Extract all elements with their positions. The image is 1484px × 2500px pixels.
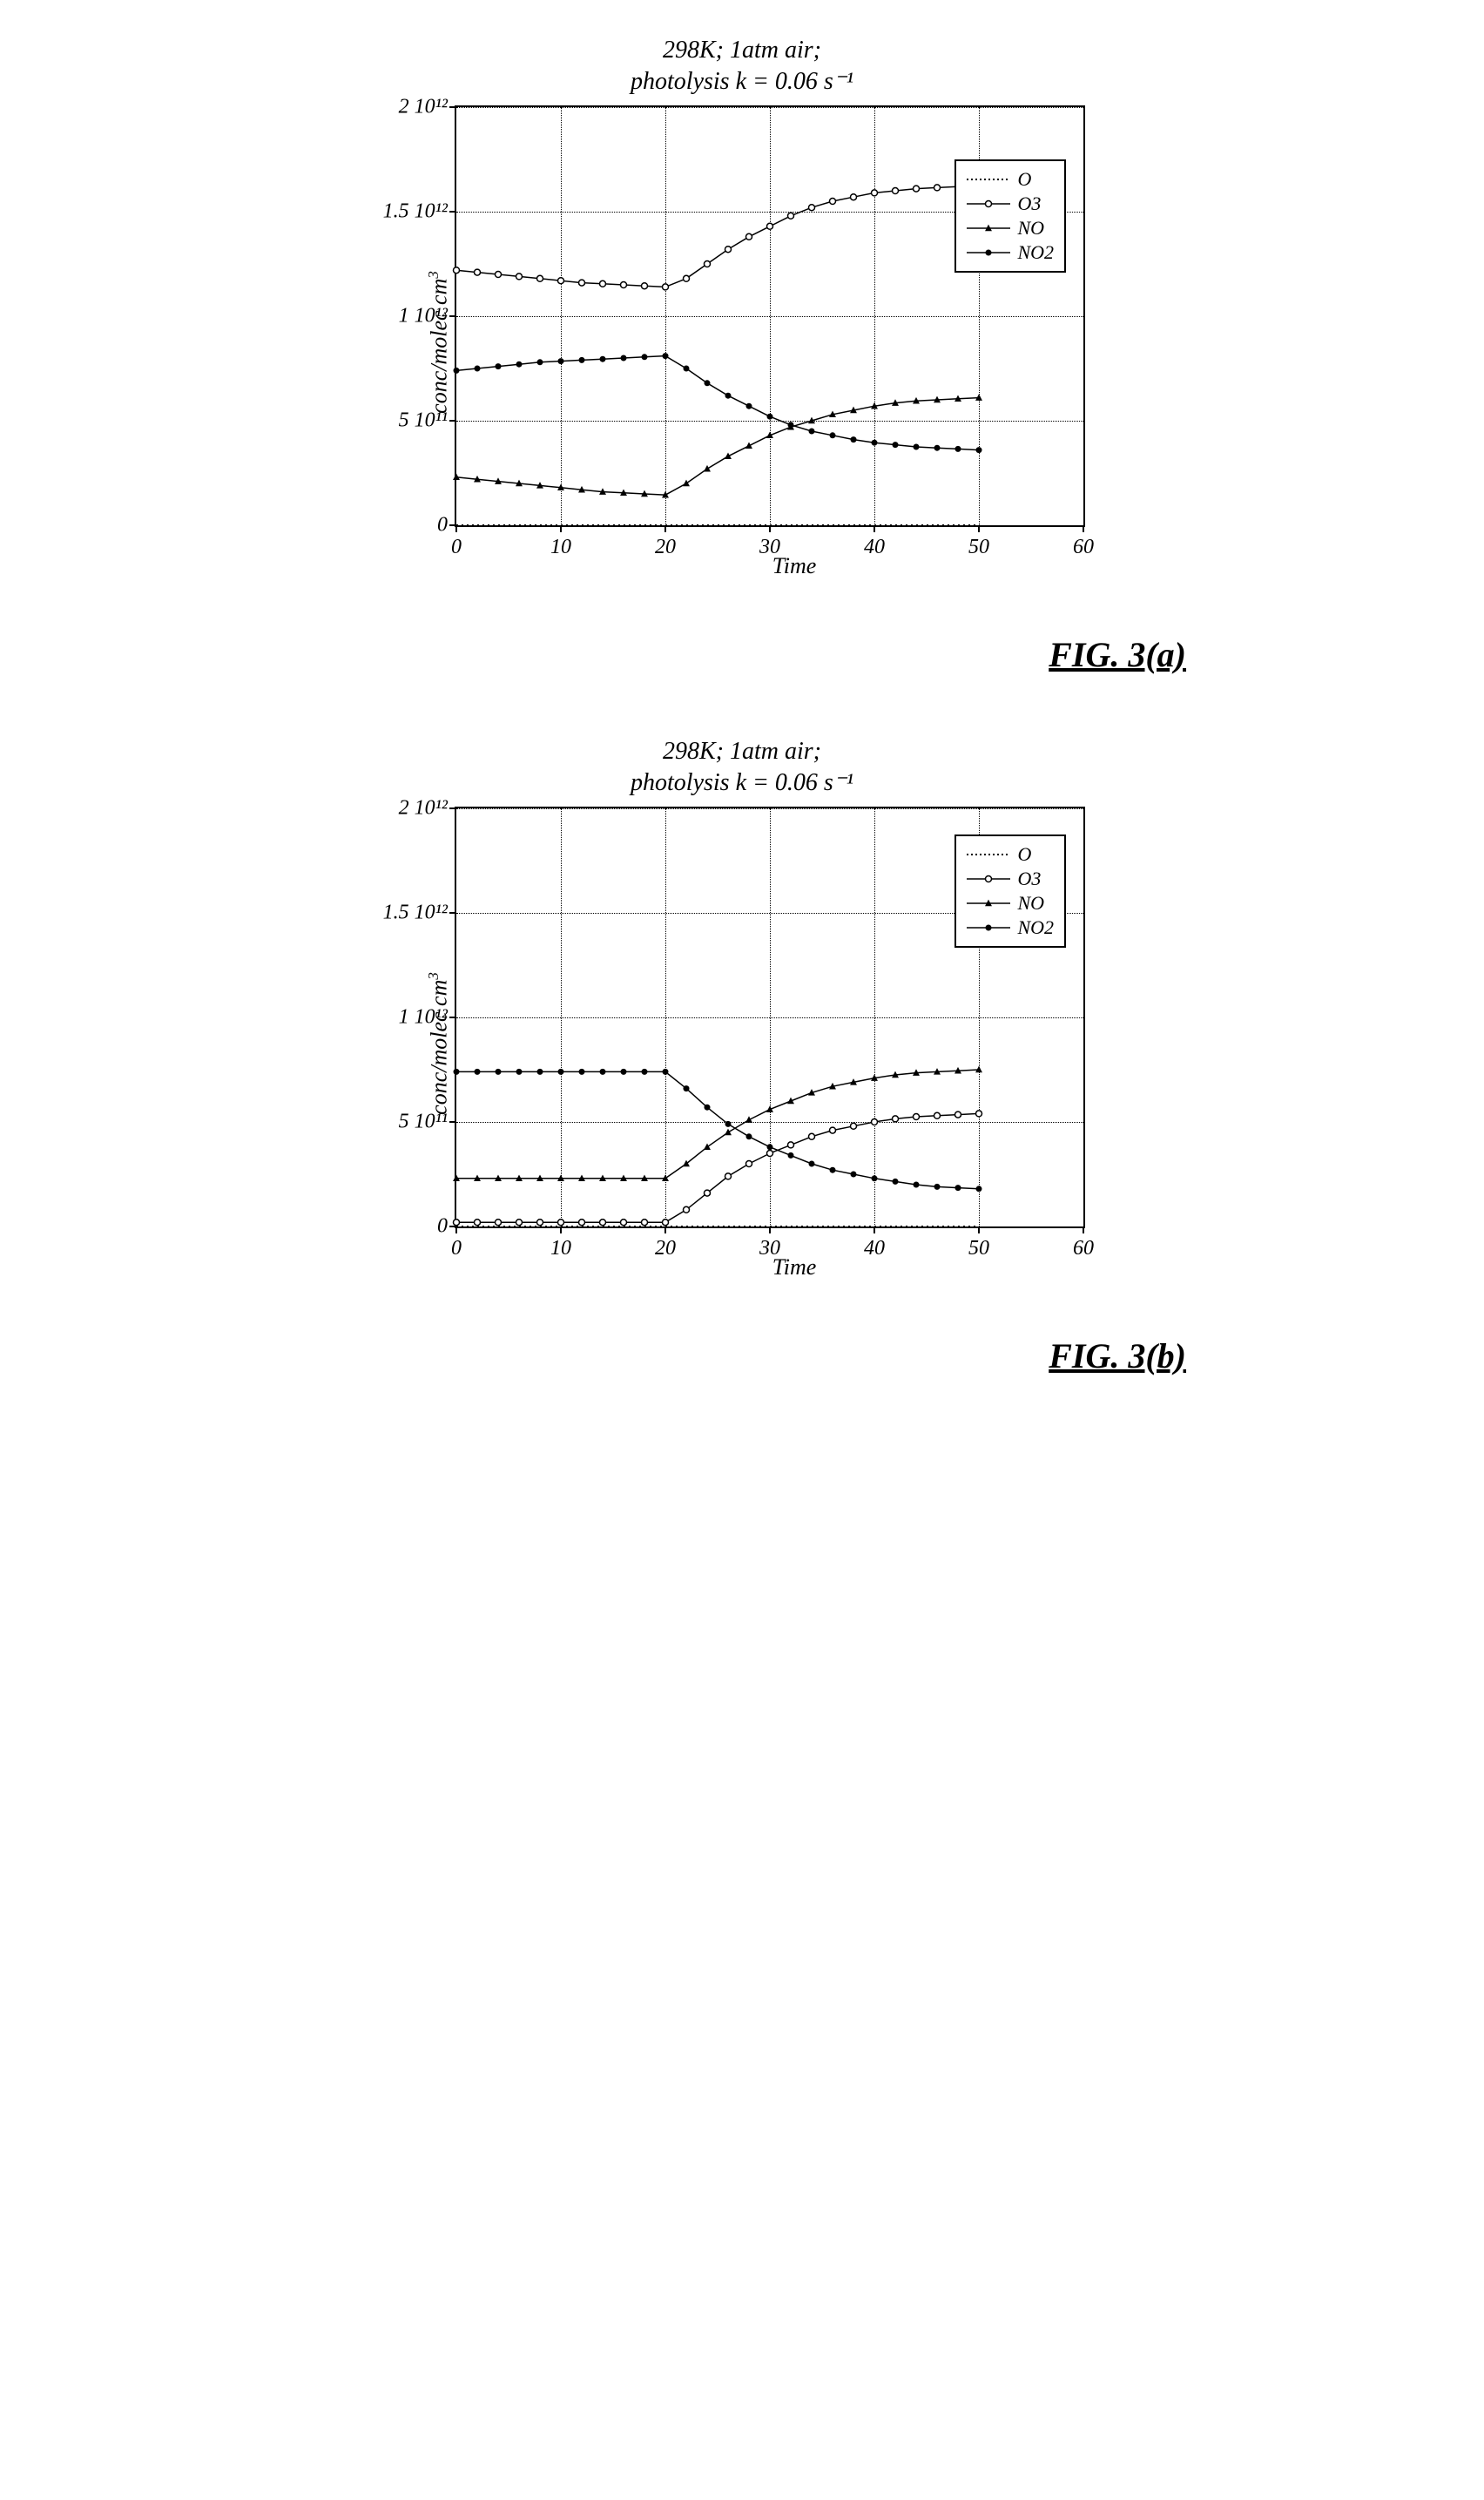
x-tick-label: 30 (759, 525, 780, 559)
figure-3a-label: FIG. 3(a) (1049, 634, 1186, 675)
x-tick-label: 40 (864, 1226, 885, 1260)
x-tick-label: 20 (655, 525, 676, 559)
legend-row: NO (967, 217, 1054, 240)
x-tick-label: 20 (655, 1226, 676, 1260)
x-tick-label: 30 (759, 1226, 780, 1260)
x-tick-label: 0 (451, 1226, 462, 1260)
legend-sample (967, 220, 1010, 237)
x-tick-label: 0 (451, 525, 462, 559)
legend: O O3 NO NO2 (954, 159, 1066, 273)
chart-a-title-line2: photolysis k = 0.06 s⁻¹ (350, 66, 1134, 98)
legend-sample (967, 195, 1010, 213)
y-tick-label: 5 10¹¹ (399, 1110, 456, 1133)
y-tick-label: 1 10¹² (399, 1005, 456, 1029)
legend-sample (967, 919, 1010, 936)
legend-sample (967, 244, 1010, 261)
legend-label: O3 (1017, 193, 1041, 215)
legend-label: NO (1017, 892, 1044, 915)
legend-sample (967, 870, 1010, 888)
chart-a-ylabel: conc/molec cm3 (425, 271, 453, 414)
y-tick-label: 2 10¹² (399, 796, 456, 820)
legend-row: O3 (967, 868, 1054, 890)
chart-b-title-line2: photolysis k = 0.06 s⁻¹ (350, 767, 1134, 799)
legend-label: NO2 (1017, 916, 1054, 939)
chart-a-title: 298K; 1atm air; photolysis k = 0.06 s⁻¹ (350, 35, 1134, 98)
legend-sample (967, 846, 1010, 863)
y-tick-label: 1.5 10¹² (383, 199, 456, 223)
legend-row: NO2 (967, 916, 1054, 939)
chart-b-title-line1: 298K; 1atm air; (350, 736, 1134, 767)
x-tick-label: 60 (1073, 1226, 1094, 1260)
figure-3b: 298K; 1atm air; photolysis k = 0.06 s⁻¹ … (350, 736, 1134, 1280)
legend-sample (967, 171, 1010, 188)
legend-row: O (967, 168, 1054, 191)
legend-label: O (1017, 843, 1031, 866)
legend-sample (967, 895, 1010, 912)
chart-a-plot-wrapper: conc/molec cm3 05 10¹¹1 10¹²1.5 10¹²2 10… (455, 105, 1134, 579)
legend-label: NO2 (1017, 241, 1054, 264)
chart-b-ylabel: conc/molec cm3 (425, 972, 453, 1115)
legend-label: O3 (1017, 868, 1041, 890)
legend-row: NO (967, 892, 1054, 915)
x-tick-label: 50 (968, 1226, 989, 1260)
chart-b-plot-wrapper: conc/molec cm3 05 10¹¹1 10¹²1.5 10¹²2 10… (455, 807, 1134, 1280)
legend-row: NO2 (967, 241, 1054, 264)
legend: O O3 NO NO2 (954, 834, 1066, 948)
y-tick-label: 5 10¹¹ (399, 409, 456, 432)
figure-3b-label: FIG. 3(b) (1049, 1335, 1186, 1376)
x-tick-label: 50 (968, 525, 989, 559)
y-tick-label: 2 10¹² (399, 95, 456, 118)
chart-a-title-line1: 298K; 1atm air; (350, 35, 1134, 66)
chart-b-title: 298K; 1atm air; photolysis k = 0.06 s⁻¹ (350, 736, 1134, 800)
figure-3a: 298K; 1atm air; photolysis k = 0.06 s⁻¹ … (350, 35, 1134, 579)
x-tick-label: 60 (1073, 525, 1094, 559)
chart-a-plot-area: 05 10¹¹1 10¹²1.5 10¹²2 10¹²0102030405060… (455, 105, 1085, 527)
y-tick-label: 1.5 10¹² (383, 901, 456, 924)
chart-b-plot-area: 05 10¹¹1 10¹²1.5 10¹²2 10¹²0102030405060… (455, 807, 1085, 1228)
legend-label: NO (1017, 217, 1044, 240)
legend-row: O3 (967, 193, 1054, 215)
x-tick-label: 40 (864, 525, 885, 559)
legend-row: O (967, 843, 1054, 866)
legend-label: O (1017, 168, 1031, 191)
x-tick-label: 10 (550, 525, 571, 559)
y-tick-label: 1 10¹² (399, 304, 456, 328)
x-tick-label: 10 (550, 1226, 571, 1260)
